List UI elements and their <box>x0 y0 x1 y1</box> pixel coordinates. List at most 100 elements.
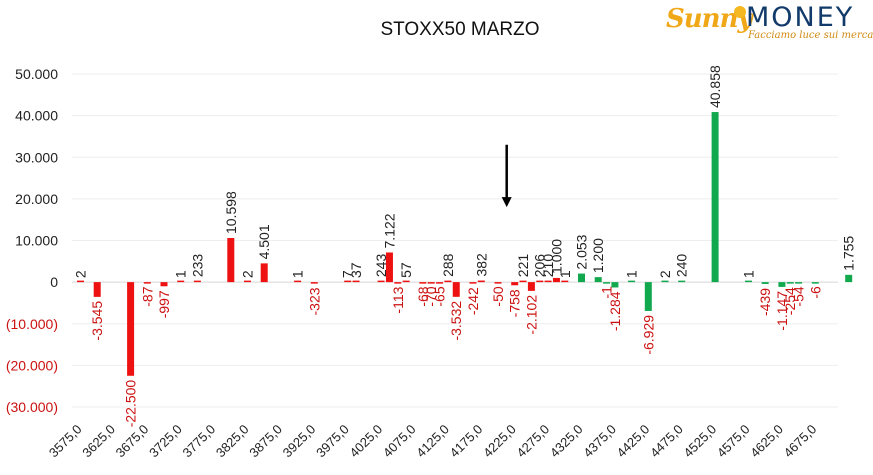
data-label: -997 <box>156 290 172 318</box>
data-label: -439 <box>757 288 773 316</box>
bar <box>611 282 619 288</box>
bar <box>628 280 636 283</box>
bar <box>561 280 569 283</box>
data-label: 288 <box>440 253 456 277</box>
bar <box>477 280 485 283</box>
bar <box>427 282 435 284</box>
x-tick-label: 4325,0 <box>547 422 586 461</box>
x-tick-label: 4075,0 <box>380 422 419 461</box>
bar <box>294 280 302 283</box>
x-tick-label: 4625,0 <box>747 422 786 461</box>
data-label: -1.284 <box>607 291 623 331</box>
bar <box>394 282 402 284</box>
data-label: 240 <box>674 254 690 278</box>
y-tick-label: 30.000 <box>15 149 58 165</box>
y-tick-label: 40.000 <box>15 108 58 124</box>
bar <box>778 282 786 287</box>
y-axis: 50.000 40.000 30.000 20.000 10.000 0 (10.000) (… <box>6 66 58 415</box>
bar <box>845 274 853 283</box>
bar <box>310 282 318 284</box>
data-label: 57 <box>398 262 414 278</box>
data-label: -1 <box>599 286 615 299</box>
x-axis: 3575,03625,03675,03725,03775,03825,03875… <box>46 422 820 461</box>
x-tick-label: 4675,0 <box>781 422 820 461</box>
y-tick-label: (30.000) <box>6 399 58 415</box>
bar <box>260 263 268 283</box>
x-tick-label: 4525,0 <box>680 422 719 461</box>
bar <box>127 282 135 376</box>
bar <box>469 282 477 284</box>
bar <box>536 280 544 283</box>
data-label: 2.053 <box>574 234 590 269</box>
bar <box>77 280 84 283</box>
bar <box>402 280 410 283</box>
y-tick-label: 10.000 <box>15 233 58 249</box>
bar <box>678 280 686 283</box>
bar <box>519 280 527 283</box>
data-label: -254 <box>782 287 798 315</box>
sun-icon <box>734 6 746 18</box>
x-tick-label: 3825,0 <box>213 422 252 461</box>
logo-brand-money: MONEY <box>746 2 855 33</box>
data-label: 7.122 <box>381 213 397 248</box>
data-label: 210 <box>540 254 556 278</box>
y-tick-label: 50.000 <box>15 66 58 82</box>
data-label: -50 <box>490 286 506 306</box>
x-tick-label: 4125,0 <box>413 422 452 461</box>
bar <box>452 282 460 297</box>
y-tick-label: (20.000) <box>6 357 58 373</box>
data-label: 7 <box>340 270 356 278</box>
data-label: -65 <box>432 286 448 306</box>
data-label: -3.532 <box>448 301 464 341</box>
x-tick-label: 3975,0 <box>313 422 352 461</box>
data-label: 1 <box>624 270 640 278</box>
y-tick-label: (10.000) <box>6 316 58 332</box>
data-label: 1 <box>557 270 573 278</box>
grid-lines <box>72 73 838 408</box>
bar <box>511 282 519 286</box>
x-tick-label: 4475,0 <box>647 422 686 461</box>
bar <box>786 282 794 284</box>
data-label: -54 <box>791 286 807 306</box>
x-tick-label: 4025,0 <box>346 422 385 461</box>
data-label: 1 <box>290 270 306 278</box>
bar <box>444 280 452 283</box>
logo-tagline: Facciamo luce sui mercati <box>748 30 873 41</box>
data-label: -758 <box>507 289 523 317</box>
x-tick-label: 4175,0 <box>447 422 486 461</box>
data-label: -113 <box>390 286 406 313</box>
arrow-head-icon <box>501 197 512 208</box>
data-label: -1.147 <box>774 291 790 331</box>
x-tick-label: 3725,0 <box>146 422 185 461</box>
data-label: -87 <box>139 286 155 306</box>
data-label: 2 <box>657 270 673 278</box>
bar <box>761 282 769 284</box>
bar <box>344 280 352 283</box>
bar <box>603 282 611 284</box>
data-label: 382 <box>473 253 489 277</box>
y-tick-label: 20.000 <box>15 191 58 207</box>
x-tick-label: 4375,0 <box>580 422 619 461</box>
annotations <box>501 144 512 208</box>
x-tick-label: 4275,0 <box>513 422 552 461</box>
bar <box>143 282 151 284</box>
bar <box>419 282 427 284</box>
data-label: 1 <box>173 270 189 278</box>
data-label: -6 <box>807 286 823 299</box>
data-label: 37 <box>348 262 364 278</box>
data-label: 1 <box>741 270 757 278</box>
x-tick-label: 3775,0 <box>179 422 218 461</box>
bar <box>811 282 819 284</box>
bars <box>77 112 853 376</box>
data-label: 1.755 <box>841 236 857 271</box>
bar <box>93 282 101 297</box>
data-label: 233 <box>189 254 205 278</box>
data-label: 221 <box>515 254 531 278</box>
sunny-money-logo: Sunny MONEY Facciamo luce sui mercati <box>664 2 873 48</box>
bar <box>527 282 535 291</box>
bar <box>644 282 652 311</box>
data-label: 206 <box>532 254 548 278</box>
data-label: 243 <box>373 254 389 278</box>
data-label: 4.501 <box>256 224 272 259</box>
